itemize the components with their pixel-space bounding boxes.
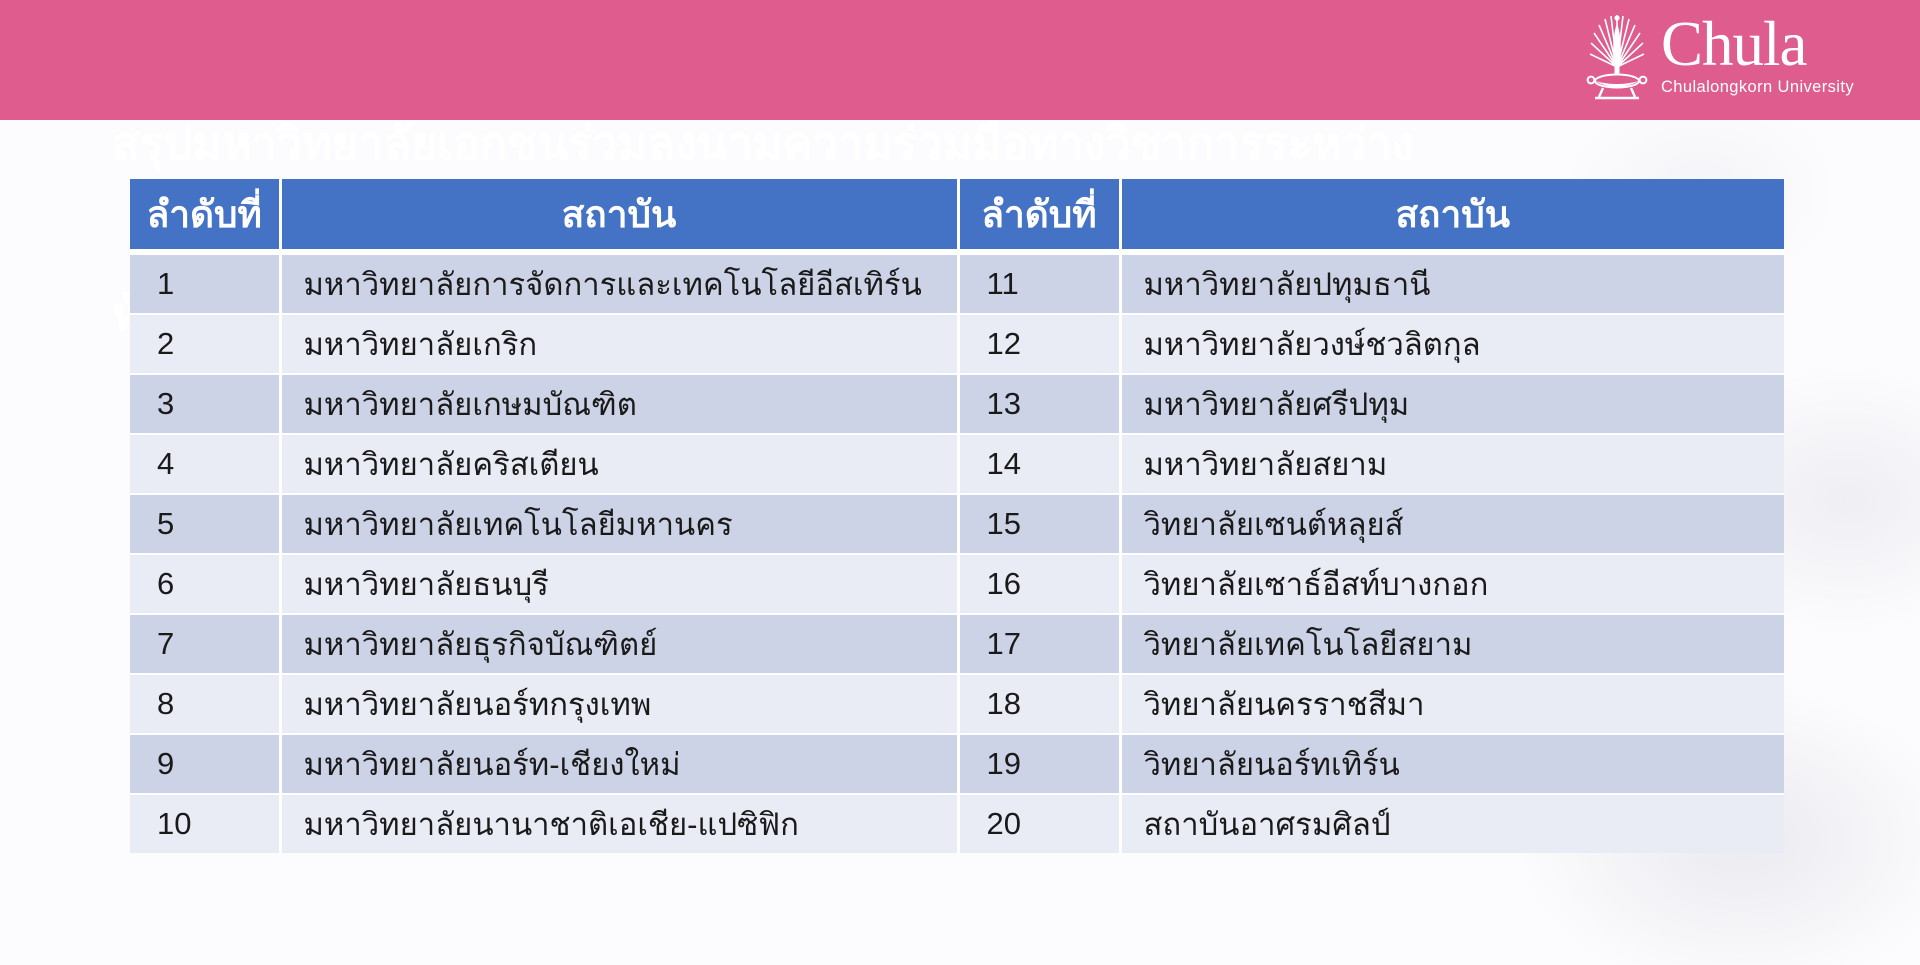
row-number: 18 xyxy=(958,674,1122,735)
institution-name: มหาวิทยาลัยธนบุรี xyxy=(280,554,960,615)
institution-name: มหาวิทยาลัยวงษ์ชวลิตกุล xyxy=(1120,314,1784,375)
table-row: 6 มหาวิทยาลัยธนบุรี 16 วิทยาลัยเซาธ์อีสท… xyxy=(130,554,1784,615)
table-row: 9 มหาวิทยาลัยนอร์ท-เชียงใหม่ 19 วิทยาลัย… xyxy=(130,734,1784,795)
row-number: 3 xyxy=(130,374,282,435)
logo-wordmark: Chula xyxy=(1660,9,1807,79)
institution-name: วิทยาลัยนอร์ทเทิร์น xyxy=(1120,734,1784,795)
institution-name: มหาวิทยาลัยสยาม xyxy=(1120,434,1784,495)
institution-name: มหาวิทยาลัยคริสเตียน xyxy=(280,434,960,495)
row-number: 10 xyxy=(130,794,282,853)
institution-name: มหาวิทยาลัยการจัดการและเทคโนโลยีอีสเทิร์… xyxy=(280,252,960,315)
institution-name: มหาวิทยาลัยศรีปทุม xyxy=(1120,374,1784,435)
logo-subtitle: Chulalongkorn University xyxy=(1660,78,1854,96)
table-row: 1 มหาวิทยาลัยการจัดการและเทคโนโลยีอีสเทิ… xyxy=(130,252,1784,315)
table-row: 7 มหาวิทยาลัยธุรกิจบัณฑิตย์ 17 วิทยาลัยเ… xyxy=(130,614,1784,675)
institution-name: วิทยาลัยเทคโนโลยีสยาม xyxy=(1120,614,1784,675)
table-row: 3 มหาวิทยาลัยเกษมบัณฑิต 13 มหาวิทยาลัยศร… xyxy=(130,374,1784,435)
institution-name: มหาวิทยาลัยนอร์ทกรุงเทพ xyxy=(280,674,960,735)
header-banner: สรุปมหาวิทยาลัยเอกชนร่วมลงนามความร่วมมือ… xyxy=(0,0,1920,340)
column-header-institution-right: สถาบัน xyxy=(1120,179,1784,255)
logo-text: Chula Chulalongkorn University xyxy=(1661,7,1854,97)
row-number: 20 xyxy=(958,794,1122,853)
phra-kiao-emblem-icon xyxy=(1586,15,1648,100)
institution-name: มหาวิทยาลัยธุรกิจบัณฑิตย์ xyxy=(280,614,960,675)
row-number: 9 xyxy=(130,734,282,795)
row-number: 17 xyxy=(958,614,1122,675)
column-header-order-right: ลำดับที่ xyxy=(958,179,1122,255)
row-number: 8 xyxy=(130,674,282,735)
row-number: 13 xyxy=(958,374,1122,435)
row-number: 7 xyxy=(130,614,282,675)
universities-table: ลำดับที่ สถาบัน ลำดับที่ สถาบัน 1 มหาวิท… xyxy=(130,179,1784,853)
institution-name: วิทยาลัยเซนต์หลุยส์ xyxy=(1120,494,1784,555)
chula-logo: Chula Chulalongkorn University xyxy=(1585,7,1854,113)
institution-name: มหาวิทยาลัยปทุมธานี xyxy=(1120,252,1784,315)
table-row: 8 มหาวิทยาลัยนอร์ทกรุงเทพ 18 วิทยาลัยนคร… xyxy=(130,674,1784,735)
table-row: 10 มหาวิทยาลัยนานาชาติเอเชีย-แปซิฟิก 20 … xyxy=(130,794,1784,853)
row-number: 5 xyxy=(130,494,282,555)
row-number: 11 xyxy=(958,252,1122,315)
title-line-1: สรุปมหาวิทยาลัยเอกชนร่วมลงนามความร่วมมือ… xyxy=(112,118,1414,169)
table-row: 4 มหาวิทยาลัยคริสเตียน 14 มหาวิทยาลัยสยา… xyxy=(130,434,1784,495)
row-number: 19 xyxy=(958,734,1122,795)
institution-name: วิทยาลัยนครราชสีมา xyxy=(1120,674,1784,735)
column-header-order-left: ลำดับที่ xyxy=(130,179,282,255)
institution-name: วิทยาลัยเซาธ์อีสท์บางกอก xyxy=(1120,554,1784,615)
institution-name: มหาวิทยาลัยเกริก xyxy=(280,314,960,375)
row-number: 2 xyxy=(130,314,282,375)
row-number: 6 xyxy=(130,554,282,615)
institution-name: มหาวิทยาลัยนอร์ท-เชียงใหม่ xyxy=(280,734,960,795)
row-number: 1 xyxy=(130,252,282,315)
row-number: 16 xyxy=(958,554,1122,615)
institution-name: มหาวิทยาลัยเกษมบัณฑิต xyxy=(280,374,960,435)
row-number: 12 xyxy=(958,314,1122,375)
table-row: 2 มหาวิทยาลัยเกริก 12 มหาวิทยาลัยวงษ์ชวล… xyxy=(130,314,1784,375)
column-header-institution-left: สถาบัน xyxy=(280,179,960,255)
table-header-row: ลำดับที่ สถาบัน ลำดับที่ สถาบัน xyxy=(130,179,1784,255)
row-number: 14 xyxy=(958,434,1122,495)
row-number: 4 xyxy=(130,434,282,495)
table-row: 5 มหาวิทยาลัยเทคโนโลยีมหานคร 15 วิทยาลัย… xyxy=(130,494,1784,555)
institution-name: มหาวิทยาลัยเทคโนโลยีมหานคร xyxy=(280,494,960,555)
row-number: 15 xyxy=(958,494,1122,555)
institution-name: มหาวิทยาลัยนานาชาติเอเชีย-แปซิฟิก xyxy=(280,794,960,853)
institution-name: สถาบันอาศรมศิลป์ xyxy=(1120,794,1784,853)
